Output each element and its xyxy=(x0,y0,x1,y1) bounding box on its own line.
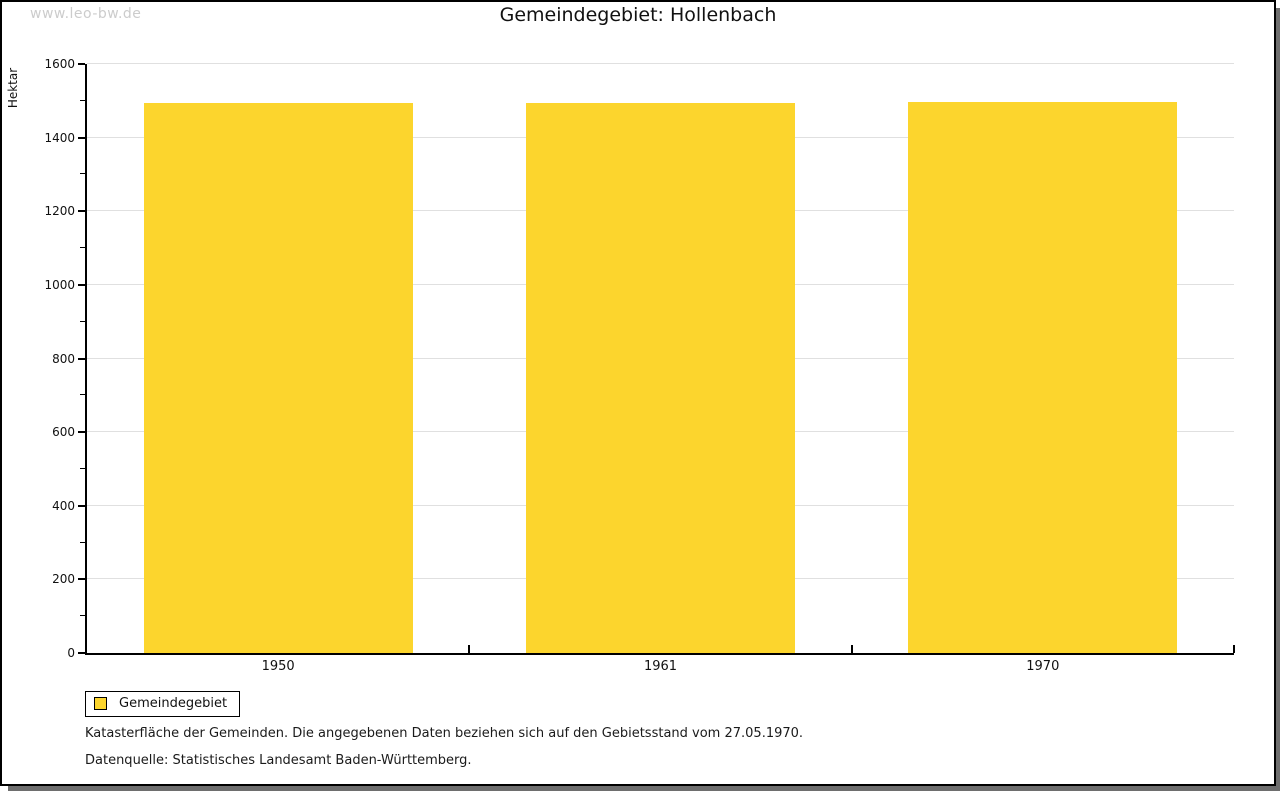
y-minor-tick-100 xyxy=(80,615,85,617)
gridline-1600 xyxy=(87,63,1234,64)
y-tick-200 xyxy=(78,578,85,581)
x-tick-label-1970: 1970 xyxy=(1026,659,1060,674)
y-tick-1400 xyxy=(78,136,85,139)
bar-series-gemeindegebiet: 1950 1961 1970 xyxy=(87,64,1234,674)
x-boundary-tick-2 xyxy=(850,645,853,653)
y-tick-label-600: 600 xyxy=(52,425,75,440)
y-tick-1000 xyxy=(78,283,85,286)
y-tick-label-1400: 1400 xyxy=(44,130,75,145)
chart-title: Gemeindegebiet: Hollenbach xyxy=(499,4,777,26)
y-tick-0 xyxy=(78,652,85,654)
frame-shadow-right xyxy=(1276,8,1280,791)
frame-shadow-bottom xyxy=(8,786,1280,791)
y-tick-1200 xyxy=(78,210,85,213)
y-tick-800 xyxy=(78,357,85,360)
footnote-source-note: Katasterfläche der Gemeinden. Die angege… xyxy=(85,726,804,741)
x-boundary-tick-3 xyxy=(1233,645,1235,653)
x-tick-label-1961: 1961 xyxy=(643,659,678,674)
y-minor-tick-1100 xyxy=(80,247,85,249)
legend-swatch-gemeindegebiet xyxy=(94,697,107,710)
y-minor-tick-1500 xyxy=(80,99,85,101)
y-minor-tick-500 xyxy=(80,467,85,469)
x-tick-label-1950: 1950 xyxy=(261,659,295,674)
y-minor-tick-700 xyxy=(80,394,85,396)
y-tick-400 xyxy=(78,504,85,507)
y-tick-1600 xyxy=(78,63,85,65)
category-1950: 1950 xyxy=(87,64,469,674)
legend: Gemeindegebiet xyxy=(85,691,241,717)
y-tick-label-400: 400 xyxy=(52,498,75,513)
category-1961: 1961 xyxy=(469,64,851,674)
y-axis-title: Hektar xyxy=(4,58,22,118)
y-tick-label-200: 200 xyxy=(52,572,75,587)
y-tick-label-0: 0 xyxy=(67,646,75,660)
watermark: www.leo-bw.de xyxy=(30,6,142,22)
y-minor-tick-300 xyxy=(80,541,85,543)
y-tick-label-1000: 1000 xyxy=(44,277,75,292)
y-axis-title-text: Hektar xyxy=(6,67,20,109)
y-tick-label-1200: 1200 xyxy=(44,204,75,219)
y-tick-600 xyxy=(78,431,85,434)
bar-1970 xyxy=(908,102,1178,653)
y-minor-tick-900 xyxy=(80,320,85,322)
y-tick-label-800: 800 xyxy=(52,351,75,366)
plot-area: 0 200 400 600 800 1000 1200 1400 1600 1950 1961 197… xyxy=(44,57,1235,674)
x-boundary-tick-1 xyxy=(468,645,471,653)
legend-label: Gemeindegebiet xyxy=(119,696,228,711)
y-tick-label-1600: 1600 xyxy=(44,57,75,71)
category-1970: 1970 xyxy=(852,64,1234,674)
y-minor-tick-1300 xyxy=(80,173,85,175)
footnote-data-source: Datenquelle: Statistisches Landesamt Bad… xyxy=(85,753,472,768)
bar-1950 xyxy=(143,103,413,653)
bar-1961 xyxy=(525,103,796,653)
